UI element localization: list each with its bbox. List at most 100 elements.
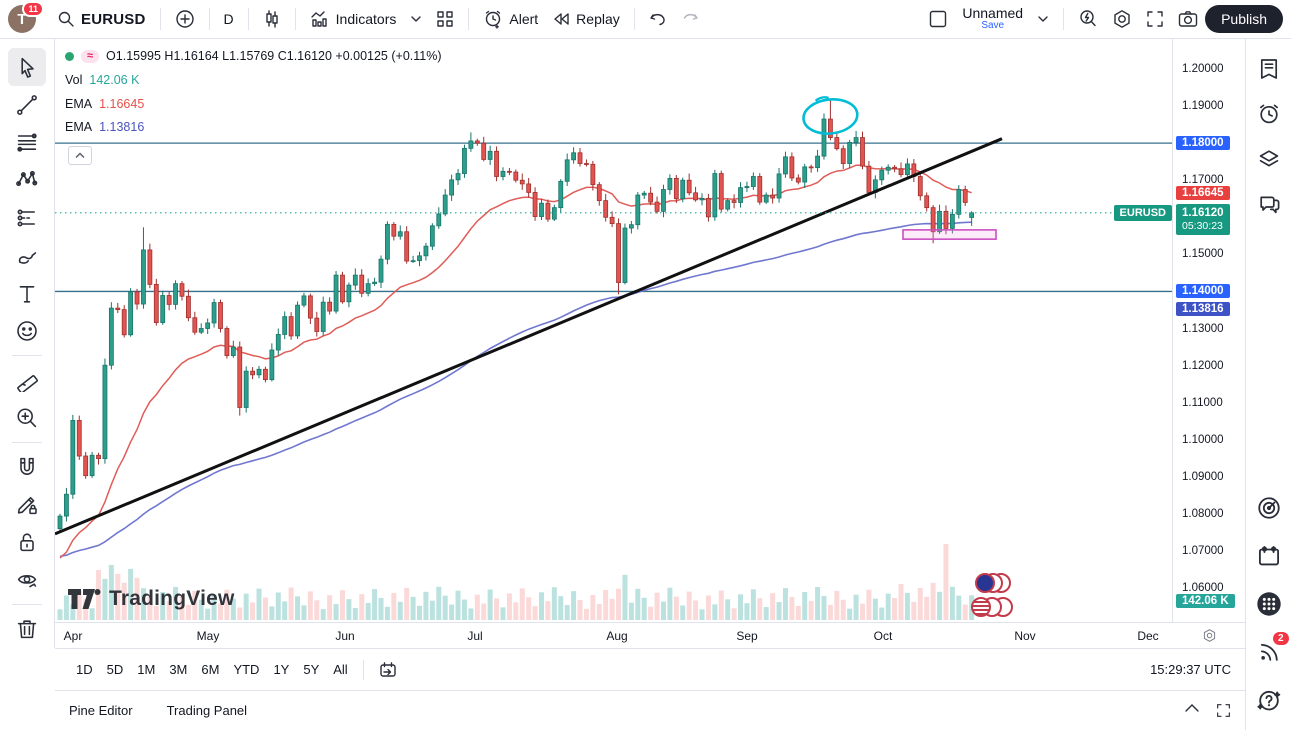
utc-clock[interactable]: 15:29:37 UTC [1150,662,1231,677]
redo-button[interactable] [674,8,706,30]
tool-drawing-pencil-lock[interactable] [8,486,46,524]
range-1d-button[interactable]: 1D [76,662,93,677]
hide-icon [17,575,37,588]
collapse-pane-button[interactable] [68,146,92,165]
price-tick: 1.19000 [1182,100,1224,113]
range-3m-button[interactable]: 3M [169,662,188,677]
object-tree-layers-icon [1259,150,1278,167]
plus-circle-icon [175,9,195,29]
bottom-panel-bar: Pine Editor Trading Panel [55,690,1245,730]
date-range-toolbar: 1D 5D 1M 3M 6M YTD 1Y 5Y All 15:29:37 UTC [55,648,1245,690]
current-price-label: 1.16120 05:30:23 [1176,203,1230,236]
time-axis[interactable]: Apr May Jun Jul Aug Sep Oct Nov Dec [55,622,1245,648]
price-axis[interactable]: 1.20000 1.19000 1.17000 1.15000 1.13000 1.120… [1172,39,1245,622]
sidebar-watchlist-button[interactable] [1251,51,1287,87]
tool-xabcd-pattern[interactable] [8,161,46,199]
tool-forecast[interactable] [8,199,46,237]
chart-style-button[interactable] [256,6,288,32]
trend-line-icon [17,94,37,115]
tool-zoom-in[interactable] [8,399,46,437]
publish-label: Publish [1221,11,1267,27]
tool-fib-retracement[interactable] [8,124,46,162]
lock-icon [20,533,34,552]
indicators-button[interactable]: Indicators [303,6,404,32]
goto-date-button[interactable] [372,657,404,683]
interval-label: D [223,11,234,27]
sidebar-help-sparkle-button[interactable] [1251,682,1287,718]
month-label-may: May [196,629,220,643]
sidebar-hotlist-target-button[interactable] [1251,490,1287,526]
tool-text[interactable] [8,275,46,313]
economic-event-eur-icons[interactable] [975,573,1015,595]
tool-brush[interactable] [8,237,46,275]
alerts-clock-icon [1259,104,1278,124]
volume-label: Vol [65,73,83,87]
price-tick: 1.08000 [1182,507,1224,520]
interval-button[interactable]: D [217,7,241,31]
alert-label: Alert [509,11,539,27]
sidebar-alerts-clock-button[interactable] [1251,96,1287,132]
quick-search-button[interactable] [1071,5,1105,33]
expand-panel-chevron-icon[interactable] [1184,703,1200,718]
indicator-templates-button[interactable] [429,6,461,32]
chevron-down-icon [1037,15,1049,23]
maximize-panel-icon[interactable] [1216,703,1231,718]
snapshot-button[interactable] [1171,6,1205,32]
trading-panel-tab[interactable]: Trading Panel [166,703,248,718]
replay-button[interactable]: Replay [545,7,627,31]
tool-emoji[interactable] [8,313,46,351]
month-label-nov: Nov [1014,629,1036,643]
tool-ruler[interactable] [8,361,46,399]
alert-button[interactable]: Alert [476,5,545,33]
forecast-icon [17,209,35,227]
layout-name-button[interactable]: Unnamed Save [955,2,1030,35]
range-all-button[interactable]: All [333,662,348,677]
sidebar-chat-button[interactable] [1251,186,1287,222]
price-tick: 1.06000 [1182,582,1224,594]
tool-cursor[interactable] [8,48,46,86]
save-link[interactable]: Save [981,20,1005,32]
publish-button[interactable]: Publish [1205,5,1283,33]
month-label-jul: Jul [467,629,483,643]
layout-button[interactable] [921,5,955,33]
sidebar-calendar-button[interactable] [1251,538,1287,574]
chart-plot-area[interactable]: ≈ O1.15995 H1.16164 L1.15769 C1.16120 +0… [55,39,1172,622]
range-5d-button[interactable]: 5D [106,662,124,677]
range-1y-button[interactable]: 1Y [273,662,290,677]
range-6m-button[interactable]: 6M [201,662,220,677]
settings-button[interactable] [1105,5,1139,33]
month-label-jun: Jun [335,629,355,643]
camera-icon [1178,10,1198,28]
tool-trend-line[interactable] [8,86,46,124]
user-avatar[interactable]: T 11 [8,1,44,33]
search-icon [57,10,75,28]
fib-retracement-icon [17,134,37,153]
sidebar-streams-broadcast-button[interactable]: 2 [1251,632,1289,670]
range-ytd-button[interactable]: YTD [233,662,260,677]
tool-hide[interactable] [8,561,46,599]
compare-add-button[interactable] [168,5,202,33]
sidebar-object-tree-layers-button[interactable] [1251,141,1287,177]
range-1m-button[interactable]: 1M [137,662,156,677]
indicators-icon [310,10,330,28]
fullscreen-button[interactable] [1139,6,1171,32]
redo-icon [681,12,699,26]
tool-trash[interactable] [8,610,46,648]
price-tick: 1.13000 [1182,322,1224,335]
economic-event-usd-icons[interactable] [971,597,1017,619]
axis-settings-gear-icon[interactable] [1202,628,1217,643]
chevron-down-icon [410,15,422,23]
broadcast-count-badge: 2 [1272,632,1289,645]
month-label-dec: Dec [1137,629,1159,643]
ema-label: EMA [65,96,93,111]
tool-lock[interactable] [8,524,46,562]
layout-dropdown-arrow[interactable] [1030,11,1056,27]
pine-editor-tab[interactable]: Pine Editor [69,703,133,718]
symbol-search-button[interactable]: EURUSD [50,6,153,32]
tool-magnet[interactable] [8,448,46,486]
sidebar-apps-grid-button[interactable] [1251,586,1287,622]
symbol-price-tag: EURUSD [1113,204,1172,221]
range-5y-button[interactable]: 5Y [303,662,320,677]
undo-button[interactable] [642,8,674,30]
indicators-dropdown-arrow[interactable] [403,11,429,27]
